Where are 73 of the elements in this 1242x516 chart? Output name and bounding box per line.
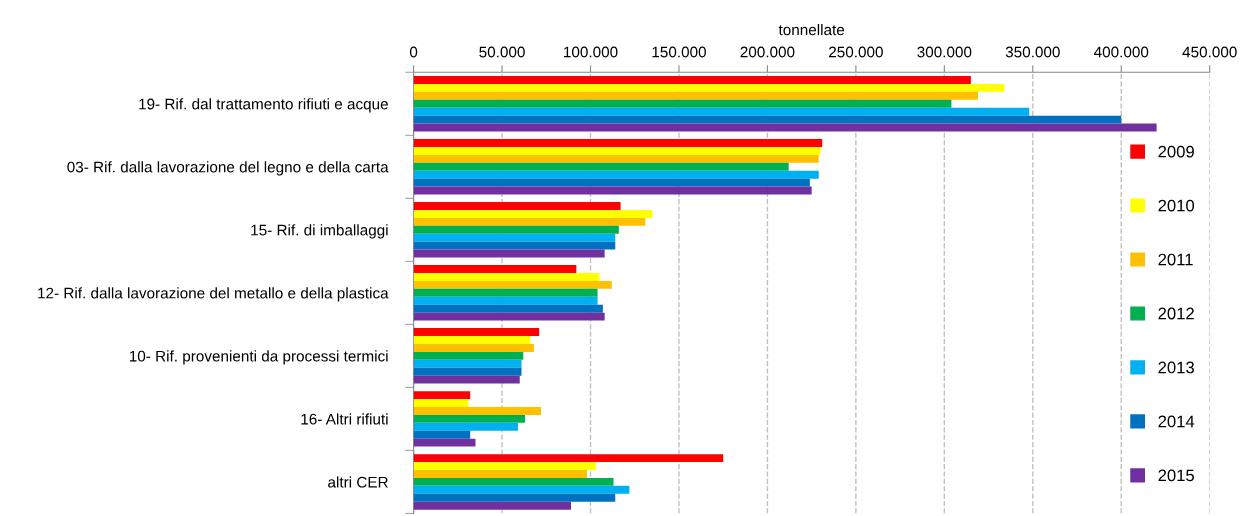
bar <box>413 233 616 242</box>
legend-label: 2013 <box>1158 361 1194 374</box>
y-tick-label: 12- Rif. dalla lavorazione del metallo e della plastica <box>38 287 389 302</box>
legend-label: 2009 <box>1158 145 1194 158</box>
bar <box>413 170 819 179</box>
bar <box>413 217 646 226</box>
bar <box>413 91 978 100</box>
bar <box>413 470 587 478</box>
bar <box>413 186 812 195</box>
bar <box>413 154 819 163</box>
bar <box>413 304 603 313</box>
bar <box>413 249 605 258</box>
x-tick-label: 0 <box>409 46 418 58</box>
bar <box>413 477 614 486</box>
bar <box>413 210 653 218</box>
bar <box>413 178 810 187</box>
x-tick-label: 300.000 <box>917 46 972 58</box>
bar <box>413 351 524 360</box>
bar <box>413 139 823 147</box>
bar <box>413 296 598 305</box>
bar <box>413 202 621 210</box>
bar <box>413 414 526 423</box>
x-tick-label: 450.000 <box>1182 46 1237 58</box>
y-tick-label: 03- Rif. dalla lavorazione del legno e della carta <box>67 161 389 176</box>
x-tick-label: 250.000 <box>829 46 883 58</box>
legend-label: 2015 <box>1158 469 1195 482</box>
x-tick-label: 50.000 <box>479 46 525 58</box>
bar <box>413 391 471 400</box>
bar <box>413 501 572 510</box>
bar <box>413 107 1030 116</box>
legend-label: 2011 <box>1158 253 1193 266</box>
bar <box>413 462 596 471</box>
y-tick-label: 15- Rif. di imballaggi <box>251 224 388 239</box>
bar <box>413 273 600 281</box>
bar <box>413 343 534 352</box>
bar <box>413 115 1122 124</box>
bar <box>413 493 616 502</box>
bar <box>413 485 630 494</box>
bar <box>413 375 520 384</box>
bar <box>413 99 952 108</box>
y-tick-label: 10- Rif. provenienti da processi termici <box>129 350 388 365</box>
bar <box>413 454 724 463</box>
bar <box>413 288 598 297</box>
bar <box>413 359 522 368</box>
legend-label: 2012 <box>1158 307 1194 320</box>
x-tick-label: 100.000 <box>564 46 618 58</box>
bar <box>413 407 541 415</box>
bar <box>413 438 476 447</box>
bar <box>413 265 577 274</box>
bar <box>413 430 471 439</box>
y-tick-label: altri CER <box>328 476 388 488</box>
bar <box>413 422 518 431</box>
legend-label: 2010 <box>1158 199 1195 212</box>
bar <box>413 328 540 337</box>
x-tick-label: 150.000 <box>652 46 706 58</box>
bar <box>413 280 612 289</box>
bar <box>413 241 616 250</box>
bar <box>413 225 619 234</box>
legend-label: 2014 <box>1158 415 1195 428</box>
bar <box>413 76 971 84</box>
bar <box>413 146 821 155</box>
bar <box>413 312 605 321</box>
x-tick-label: 400.000 <box>1093 46 1149 58</box>
x-axis-title: tonnellate <box>778 24 845 36</box>
bar <box>413 83 1005 92</box>
x-tick-label: 350.000 <box>1005 46 1060 58</box>
bar <box>413 367 522 376</box>
y-tick-label: 19- Rif. dal trattamento rifiuti e acque <box>139 98 388 113</box>
bar <box>413 399 469 407</box>
y-tick-label: 16- Altri rifiuti <box>301 413 388 425</box>
bar <box>413 162 789 171</box>
x-tick-label: 200.000 <box>740 46 795 58</box>
bar <box>413 336 531 344</box>
